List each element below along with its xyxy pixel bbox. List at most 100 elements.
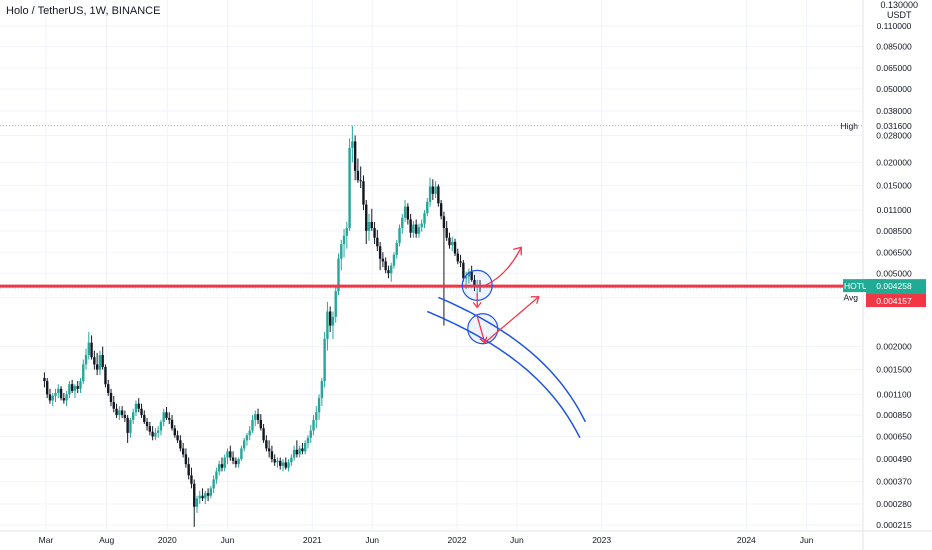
price-tick-label: 0.000650 <box>876 431 912 441</box>
candle-body <box>470 271 473 280</box>
candle-body <box>459 261 462 263</box>
candle-body <box>62 398 66 401</box>
candle-body <box>331 316 335 326</box>
close-price-badge[interactable] <box>866 294 926 308</box>
arrow-rebound-head[interactable] <box>530 296 540 304</box>
candle-body <box>90 342 93 358</box>
price-tick-label: 0.000370 <box>876 477 912 487</box>
arrow-drop-down-head[interactable] <box>472 301 482 309</box>
high-value: 0.031600 <box>876 121 912 131</box>
candle-body <box>245 435 249 441</box>
price-tick-label: 0.065000 <box>876 63 912 73</box>
candle-body <box>367 221 371 231</box>
arrow-bounce-up[interactable] <box>484 247 522 286</box>
candle-body <box>417 227 421 234</box>
candle-body <box>217 464 221 472</box>
candle-body <box>73 386 77 391</box>
price-tick-label: 0.000850 <box>876 410 912 420</box>
candle-body <box>281 462 285 466</box>
candle-body <box>467 271 471 277</box>
candle-body <box>287 462 290 468</box>
price-tick-label: 0.110000 <box>877 21 912 31</box>
price-tick-label: 0.028000 <box>876 130 912 140</box>
time-tick-label: 2023 <box>592 535 611 545</box>
candle-body <box>426 201 429 214</box>
arrow-bounce-up-head[interactable] <box>513 246 522 256</box>
candle-body <box>365 204 368 231</box>
candle-body <box>398 228 401 244</box>
time-tick-label: 2021 <box>303 535 322 545</box>
candle-body <box>231 457 235 461</box>
time-tick-label: Jun <box>365 535 379 545</box>
candle-body <box>456 253 459 262</box>
candle-body <box>259 419 263 429</box>
arrow-into-channel[interactable] <box>476 314 486 343</box>
candle-body <box>317 398 321 413</box>
candle-body <box>242 440 246 449</box>
candle-body <box>337 258 340 292</box>
candle-body <box>190 475 193 484</box>
time-tick-label: 2020 <box>158 535 177 545</box>
candle-body <box>57 388 60 393</box>
candle-body <box>195 498 199 507</box>
channel-line-upper[interactable] <box>438 296 587 423</box>
candle-body <box>356 170 360 181</box>
symbol-badge-text: HOTUSDT <box>844 281 885 291</box>
candle-body <box>348 147 351 229</box>
candle-body <box>273 459 276 463</box>
user-drawings[interactable] <box>0 246 862 439</box>
symbol-title: Holo / TetherUS, 1W, BINANCE <box>6 5 161 17</box>
candle-body <box>406 206 410 220</box>
candle-body <box>412 224 415 233</box>
candle-body <box>140 408 143 416</box>
candle-body <box>464 276 468 279</box>
channel-line-lower[interactable] <box>427 310 581 439</box>
candle-body <box>123 415 127 418</box>
candle-body <box>401 217 404 229</box>
highlight-circle[interactable] <box>467 313 499 345</box>
price-axis[interactable]: 0.110000 0.085000 0.065000 0.050000 0.038000… <box>841 0 926 550</box>
candle-body <box>84 355 88 365</box>
candlestick-series <box>43 125 482 527</box>
candle-body <box>276 460 279 463</box>
candle-body <box>226 451 229 458</box>
price-tick-label: 0.050000 <box>876 84 912 94</box>
candle-body <box>370 221 373 229</box>
candle-body <box>315 412 318 420</box>
candle-body <box>198 495 201 499</box>
candle-body <box>87 342 91 356</box>
candle-body <box>267 448 271 452</box>
candle-body <box>156 430 160 433</box>
candle-body <box>82 364 85 382</box>
candle-body <box>312 419 315 431</box>
price-tick-label: 0.011000 <box>877 205 912 215</box>
candle-body <box>101 355 104 367</box>
candle-body <box>79 381 82 389</box>
candle-body <box>248 430 251 436</box>
candle-body <box>229 451 232 458</box>
candle-body <box>95 364 99 370</box>
price-tick-label: 0.015000 <box>876 180 912 190</box>
arrow-rebound[interactable] <box>484 296 540 344</box>
candle-body <box>201 495 204 499</box>
candle-body <box>209 488 213 496</box>
price-tick-label: 0.005000 <box>876 268 912 278</box>
candle-body <box>292 449 296 458</box>
time-tick-label: Mar <box>39 535 54 545</box>
candle-body <box>109 392 113 403</box>
candle-body <box>301 448 304 452</box>
candle-body <box>131 412 135 420</box>
candle-body <box>323 338 326 382</box>
candle-body <box>423 213 426 224</box>
candle-body <box>179 440 182 449</box>
candle-body <box>212 479 215 489</box>
time-axis[interactable]: Mar Aug 2020 Jun 2021 Jun 2022 Jun 2023 2024 Jun <box>0 530 932 545</box>
candle-body <box>373 228 376 238</box>
candle-body <box>279 460 282 466</box>
candle-body <box>240 448 243 460</box>
candle-body <box>165 412 168 418</box>
candle-body <box>162 412 165 422</box>
candle-body <box>290 457 293 463</box>
candle-body <box>120 410 124 416</box>
